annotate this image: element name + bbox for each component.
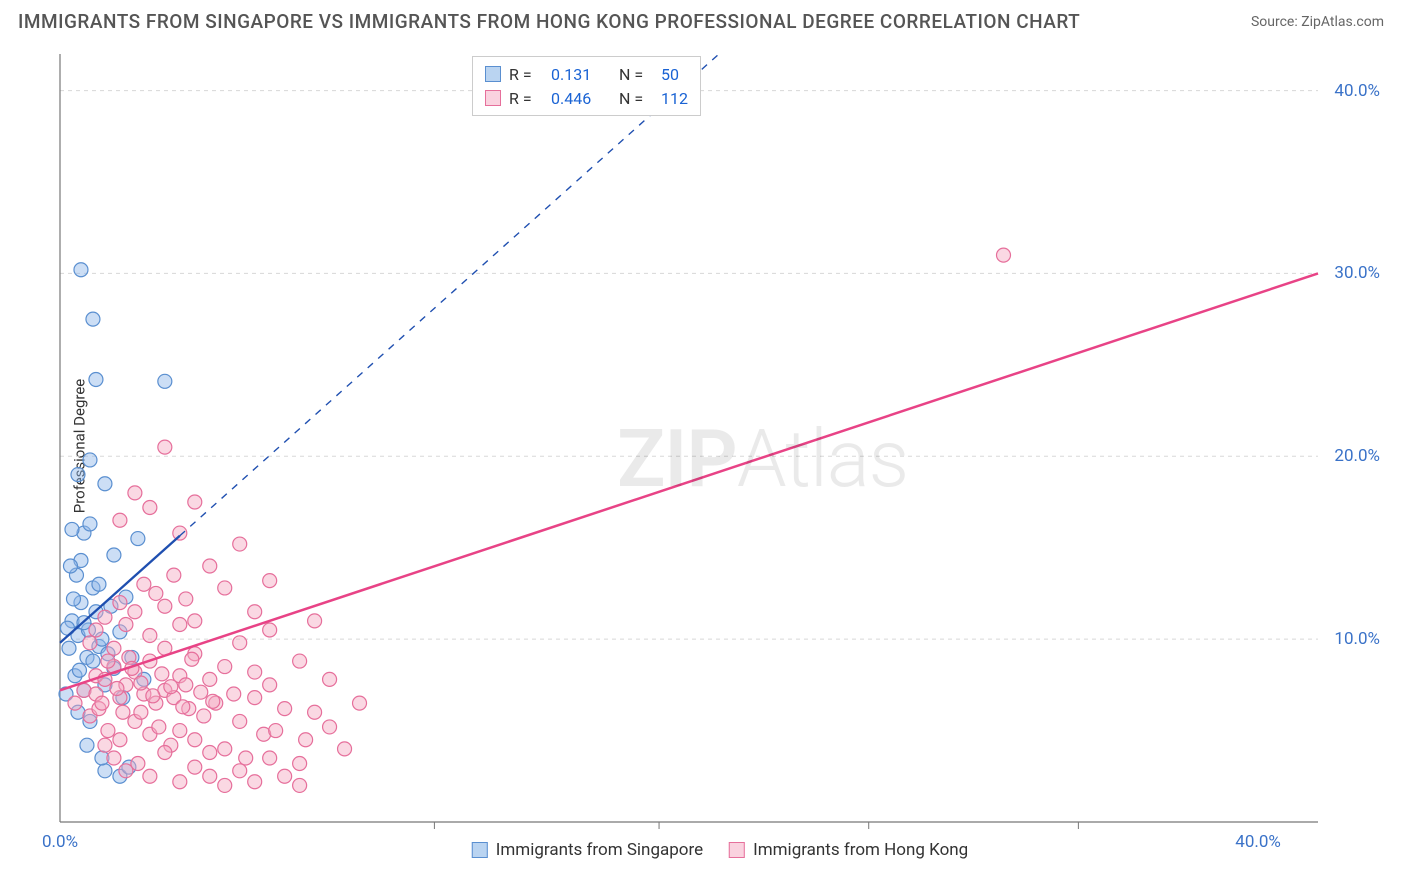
- y-tick-label: 20.0%: [1334, 446, 1380, 466]
- legend-label-hongkong: Immigrants from Hong Kong: [753, 840, 968, 860]
- legend-stat-swatch: [485, 90, 501, 106]
- legend-stat-row: R = 0.131 N = 50: [485, 62, 688, 86]
- legend-stat-swatch: [485, 66, 501, 82]
- n-label: N =: [619, 89, 653, 108]
- series-legend: Immigrants from Singapore Immigrants fro…: [472, 840, 968, 860]
- r-value: 0.446: [551, 89, 611, 108]
- n-value: 50: [661, 65, 679, 84]
- chart-area: ZIPAtlas R =0.131N =50R =0.446N =112 Imm…: [52, 42, 1388, 862]
- source-credit: Source: ZipAtlas.com: [1251, 14, 1384, 30]
- chart-title: IMMIGRANTS FROM SINGAPORE VS IMMIGRANTS …: [18, 10, 1080, 33]
- y-tick-label: 10.0%: [1334, 629, 1380, 649]
- source-prefix: Source:: [1251, 14, 1301, 30]
- x-tick-label: 40.0%: [1235, 832, 1281, 852]
- n-value: 112: [661, 89, 688, 108]
- r-value: 0.131: [551, 65, 611, 84]
- source-name: ZipAtlas.com: [1301, 14, 1384, 30]
- y-tick-label: 40.0%: [1334, 81, 1380, 101]
- legend-item-singapore: Immigrants from Singapore: [472, 840, 703, 860]
- legend-swatch-hongkong: [729, 842, 745, 858]
- legend-label-singapore: Immigrants from Singapore: [496, 840, 703, 860]
- legend-item-hongkong: Immigrants from Hong Kong: [729, 840, 968, 860]
- n-label: N =: [619, 65, 653, 84]
- legend-stat-row: R = 0.446 N = 112: [485, 86, 688, 110]
- x-tick-label: 0.0%: [42, 832, 78, 852]
- r-label: R =: [509, 65, 543, 84]
- legend-swatch-singapore: [472, 842, 488, 858]
- r-label: R =: [509, 89, 543, 108]
- correlation-legend: R = 0.131 N = 50 R = 0.446 N = 112: [472, 56, 701, 116]
- y-tick-label: 30.0%: [1334, 263, 1380, 283]
- scatter-plot-svg: [52, 42, 1388, 862]
